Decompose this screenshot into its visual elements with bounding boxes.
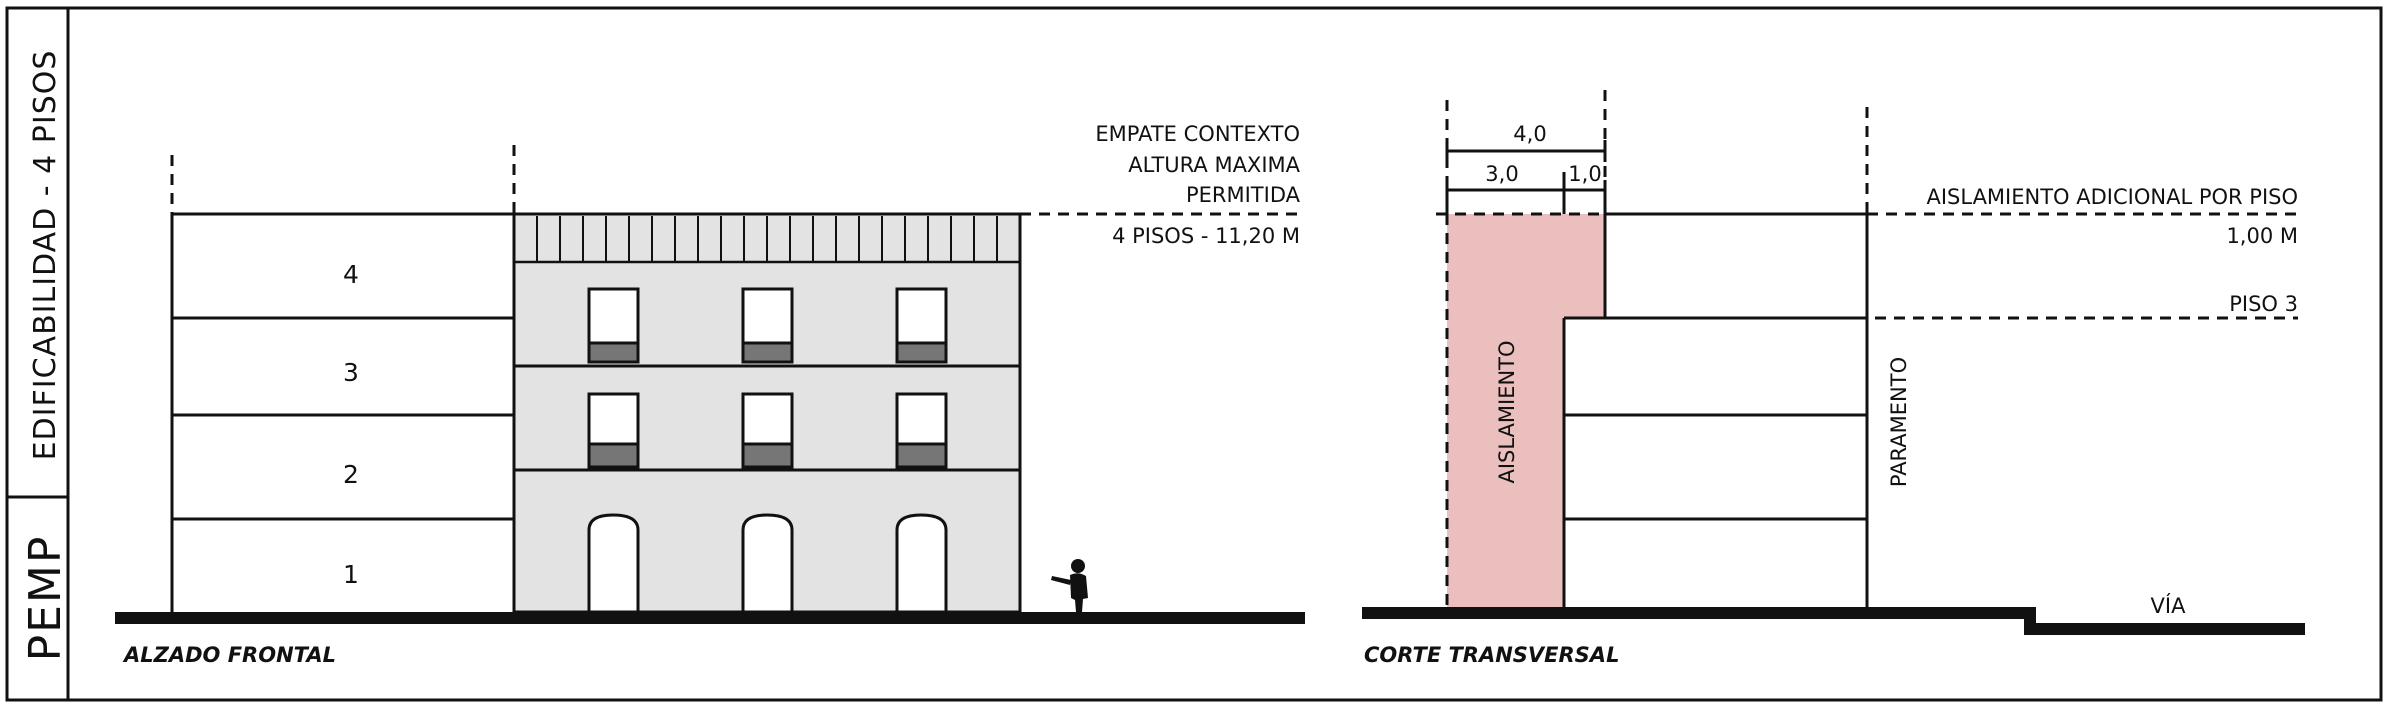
corte-section-lines [1562, 212, 1869, 607]
alzado-frontal: 4 3 2 1 [115, 122, 1305, 667]
piso3-label: PISO 3 [2229, 292, 2298, 316]
aislamiento-label: AISLAMIENTO [1495, 340, 1519, 483]
alzado-caption: ALZADO FRONTAL [122, 643, 336, 667]
corte-caption: CORTE TRANSVERSAL [1364, 643, 1619, 667]
dim-aislamiento: 3,0 [1485, 162, 1518, 186]
human-figure [1051, 559, 1088, 612]
floor-label-4: 4 [343, 260, 359, 289]
empate-line-3: PERMITIDA [1186, 183, 1301, 207]
outer-frame [5, 6, 2383, 702]
floor-label-3: 3 [343, 358, 359, 387]
paramento-label: PARAMENTO [1887, 357, 1911, 487]
facade-floor-lines [514, 364, 1020, 472]
window-sill [895, 341, 948, 364]
corte-transversal: 4,0 3,0 1,0 AISLAMIENTO PARAMENTO AISLAM… [1362, 90, 2305, 667]
aislamiento-adicional-label: AISLAMIENTO ADICIONAL POR PISO [1927, 185, 2299, 209]
via-label: VÍA [2151, 593, 2187, 618]
dimension-lines [1445, 140, 1607, 214]
empate-line-1: EMPATE CONTEXTO [1095, 122, 1300, 146]
alzado-floor-block [170, 212, 514, 612]
via-step [2024, 607, 2036, 635]
dim-total: 4,0 [1513, 122, 1546, 146]
floor-label-1: 1 [343, 560, 359, 589]
arched-door [741, 513, 794, 614]
side-label-edificabilidad: EDIFICABILIDAD - 4 PISOS [28, 50, 63, 461]
alzado-ground-line [115, 612, 1305, 624]
facade-balustrade [536, 216, 998, 262]
facade-windows [587, 287, 948, 614]
empate-line-4: 4 PISOS - 11,20 M [1112, 224, 1300, 248]
arched-door [587, 513, 640, 614]
empate-line-2: ALTURA MAXIMA [1128, 153, 1300, 177]
window-sill [587, 341, 640, 364]
floor-label-2: 2 [343, 460, 359, 489]
aislamiento-adicional-zone [1564, 214, 1605, 318]
aislamiento-zone [1447, 214, 1564, 612]
side-label-pemp: PEMP [20, 535, 71, 662]
corte-ground-line [1362, 607, 2029, 619]
window-sill [741, 341, 794, 364]
window-sill [587, 442, 640, 469]
arched-door [895, 513, 948, 614]
window-sill [741, 442, 794, 469]
window-sill [895, 442, 948, 469]
dim-adicional: 1,0 [1568, 162, 1601, 186]
via-ground-line [2024, 623, 2305, 635]
aislamiento-adicional-value: 1,00 M [2226, 224, 2298, 248]
